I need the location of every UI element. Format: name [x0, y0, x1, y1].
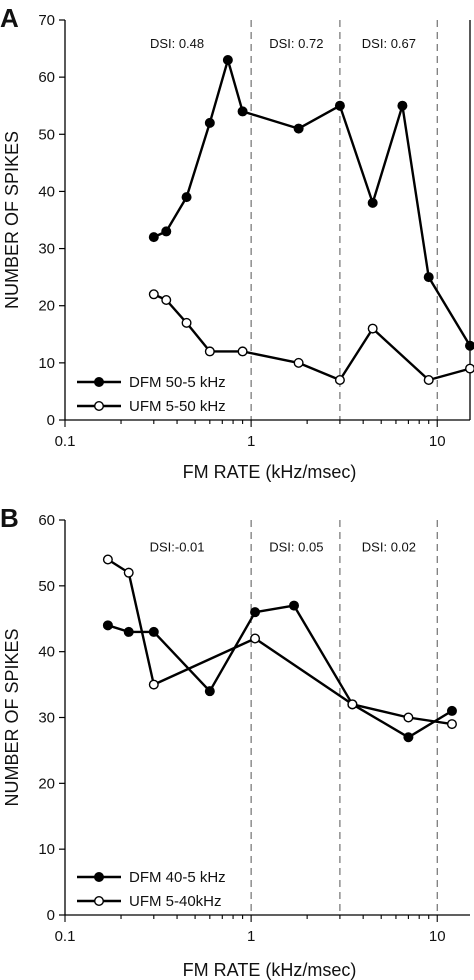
y-tick-label-b-6: 60 — [38, 512, 55, 529]
legend-label-a-0: DFM 50-5 kHz — [129, 374, 226, 391]
dsi-label-b-2: DSI: 0.02 — [362, 539, 416, 554]
legend-marker-b-0 — [93, 872, 104, 883]
data-point-a-1-4 — [237, 346, 248, 357]
data-point-a-1-3 — [204, 346, 215, 357]
dsi-label-a-0: DSI: 0.48 — [150, 36, 204, 51]
y-tick-label-a-5: 50 — [38, 126, 55, 143]
x-tick-label-a-1: 1 — [247, 433, 255, 450]
y-axis-title-b: NUMBER OF SPIKES — [2, 628, 22, 806]
data-point-b-0-3 — [204, 686, 215, 697]
x-tick-label-a-2: 10 — [429, 433, 446, 450]
data-point-a-1-5 — [293, 357, 304, 368]
data-point-a-0-11 — [465, 340, 474, 351]
series-a-0 — [148, 55, 474, 351]
data-point-a-1-7 — [367, 323, 378, 334]
dsi-label-b-1: DSI: 0.05 — [269, 539, 323, 554]
data-point-a-0-0 — [148, 232, 159, 243]
y-tick-label-b-1: 10 — [38, 841, 55, 858]
legend-marker-a-0 — [93, 377, 104, 388]
series-a-1 — [148, 289, 474, 386]
data-point-a-0-10 — [423, 272, 434, 283]
data-point-b-0-7 — [403, 732, 414, 743]
panel-letter-a: A — [0, 3, 19, 33]
series-line-b-1 — [107, 558, 453, 726]
data-point-b-0-5 — [289, 600, 300, 611]
dsi-label-a-1: DSI: 0.72 — [269, 36, 323, 51]
data-point-b-0-4 — [250, 607, 261, 618]
y-tick-label-a-1: 10 — [38, 355, 55, 372]
data-point-a-1-0 — [148, 289, 159, 300]
legend-label-a-1: UFM 5-50 kHz — [129, 398, 226, 415]
x-tick-label-a-0: 0.1 — [55, 433, 76, 450]
series-line-a-1 — [153, 293, 471, 382]
y-tick-label-a-6: 60 — [38, 69, 55, 86]
dsi-label-a-2: DSI: 0.67 — [362, 36, 416, 51]
y-tick-label-b-3: 30 — [38, 710, 55, 727]
data-point-a-0-5 — [237, 106, 248, 117]
x-tick-label-b-2: 10 — [429, 928, 446, 945]
x-axis-title-b: FM RATE (kHz/msec) — [183, 960, 357, 980]
data-point-b-0-2 — [148, 626, 159, 637]
data-point-a-0-7 — [334, 100, 345, 111]
y-tick-label-a-7: 70 — [38, 12, 55, 29]
data-point-a-1-2 — [181, 317, 192, 328]
data-point-b-1-0 — [102, 554, 113, 565]
data-point-b-1-5 — [403, 712, 414, 723]
panel-letter-b: B — [0, 503, 19, 533]
data-point-b-0-8 — [446, 705, 457, 716]
data-point-b-1-6 — [446, 719, 457, 730]
data-point-a-0-8 — [367, 197, 378, 208]
x-tick-label-b-1: 1 — [247, 928, 255, 945]
data-point-b-1-3 — [250, 633, 261, 644]
chart-panel-b: B 0 10 20 30 40 50 60 0.1 1 10 NUMBER OF SPIKES FM R… — [0, 503, 470, 980]
y-tick-label-a-4: 40 — [38, 183, 55, 200]
y-tick-label-a-2: 20 — [38, 298, 55, 315]
y-tick-label-a-0: 0 — [47, 412, 55, 429]
data-point-a-1-8 — [423, 375, 434, 386]
legend-label-b-0: DFM 40-5 kHz — [129, 869, 226, 886]
data-point-b-1-2 — [148, 679, 159, 690]
y-axis-title-a: NUMBER OF SPIKES — [2, 131, 22, 309]
y-tick-label-a-3: 30 — [38, 241, 55, 258]
x-axis-title-a: FM RATE (kHz/msec) — [183, 462, 357, 482]
data-point-a-1-9 — [465, 363, 474, 374]
data-point-a-1-1 — [161, 295, 172, 306]
data-point-b-1-1 — [123, 567, 134, 578]
legend-marker-b-1 — [93, 896, 104, 907]
data-point-b-1-4 — [347, 699, 358, 710]
y-tick-label-b-0: 0 — [47, 907, 55, 924]
dsi-label-b-0: DSI:-0.01 — [150, 539, 205, 554]
series-b-0 — [102, 600, 457, 743]
series-line-a-0 — [153, 58, 472, 347]
legend-marker-a-1 — [93, 401, 104, 412]
x-tick-label-b-0: 0.1 — [55, 928, 76, 945]
data-point-a-0-1 — [161, 226, 172, 237]
data-point-a-0-4 — [222, 55, 233, 66]
y-tick-label-b-2: 20 — [38, 775, 55, 792]
series-b-1 — [102, 554, 457, 730]
data-point-a-0-6 — [293, 123, 304, 134]
data-point-a-1-6 — [334, 375, 345, 386]
data-point-b-0-1 — [123, 626, 134, 637]
data-point-a-0-9 — [397, 100, 408, 111]
legend-label-b-1: UFM 5-40kHz — [129, 893, 222, 910]
data-point-a-0-3 — [204, 117, 215, 128]
series-line-b-0 — [107, 604, 453, 739]
y-tick-label-b-5: 50 — [38, 578, 55, 595]
chart-panel-a: A 0 10 20 30 40 50 60 70 0.1 1 10 NUMBER OF SPIKES FM… — [0, 3, 474, 482]
data-point-b-0-0 — [102, 620, 113, 631]
y-tick-label-b-4: 40 — [38, 644, 55, 661]
data-point-a-0-2 — [181, 192, 192, 203]
